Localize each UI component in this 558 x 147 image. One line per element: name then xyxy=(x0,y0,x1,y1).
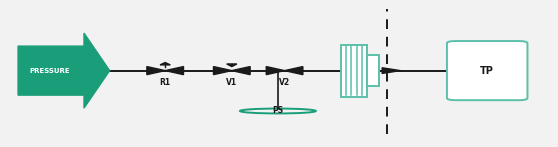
Text: R1: R1 xyxy=(160,78,171,87)
FancyBboxPatch shape xyxy=(367,55,379,86)
Polygon shape xyxy=(214,67,232,75)
FancyBboxPatch shape xyxy=(340,45,367,97)
Polygon shape xyxy=(266,67,285,75)
Text: V2: V2 xyxy=(279,78,290,87)
Polygon shape xyxy=(18,33,110,108)
Polygon shape xyxy=(165,67,184,75)
Polygon shape xyxy=(382,68,401,74)
Polygon shape xyxy=(227,64,237,67)
FancyBboxPatch shape xyxy=(447,41,527,100)
Polygon shape xyxy=(232,67,250,75)
Polygon shape xyxy=(285,67,303,75)
Text: V1: V1 xyxy=(226,78,237,87)
Text: PS: PS xyxy=(272,106,283,116)
Text: PRESSURE: PRESSURE xyxy=(30,68,70,74)
Text: TP: TP xyxy=(480,66,494,76)
Polygon shape xyxy=(147,67,165,75)
Polygon shape xyxy=(160,62,170,65)
